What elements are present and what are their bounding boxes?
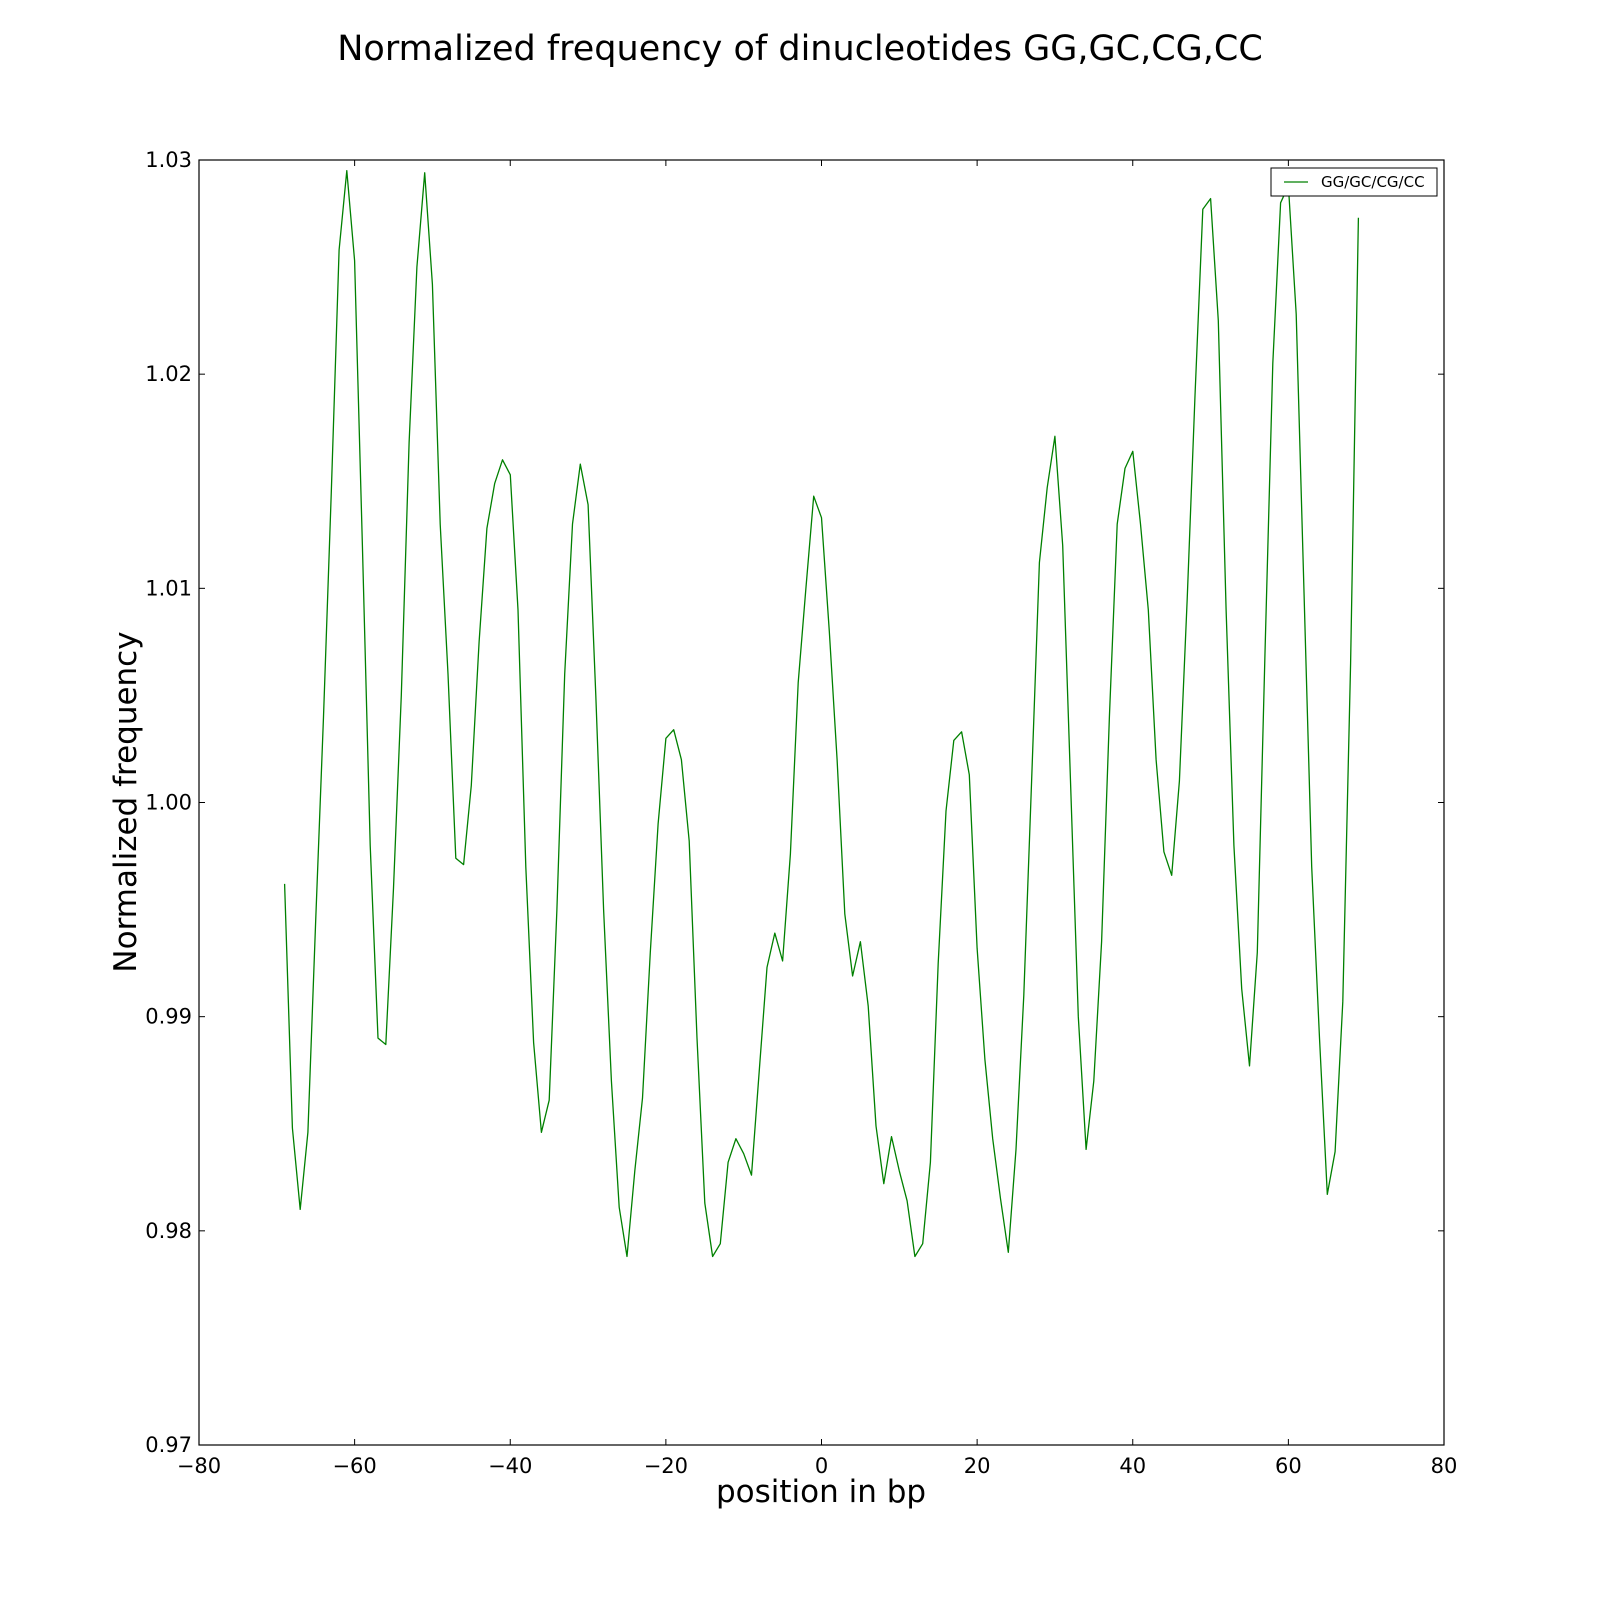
x-axis-label: position in bp xyxy=(716,1474,926,1510)
x-tick-label: −60 xyxy=(332,1454,376,1478)
y-tick-label: 0.98 xyxy=(145,1219,192,1243)
series-line xyxy=(283,170,1360,1258)
x-tick-label: 20 xyxy=(964,1454,991,1478)
y-axis-label: Normalized frequency xyxy=(108,631,144,972)
x-axis-ticks: −80 −60 −40 −20 0 20 40 60 80 xyxy=(177,160,1458,1478)
plot-area-frame xyxy=(198,159,1445,1446)
legend-box xyxy=(1270,167,1438,197)
x-tick-label: −20 xyxy=(644,1454,688,1478)
x-tick-label: −80 xyxy=(177,1454,221,1478)
series-layer xyxy=(283,170,1360,1258)
x-tick-label: 0 xyxy=(815,1454,828,1478)
chart-title: Normalized frequency of dinucleotides GG… xyxy=(337,29,1263,69)
y-tick-label: 0.97 xyxy=(145,1433,192,1457)
x-tick-label: 40 xyxy=(1119,1454,1146,1478)
x-tick-label: 60 xyxy=(1275,1454,1302,1478)
y-tick-label: 1.01 xyxy=(145,576,192,600)
y-tick-label: 0.99 xyxy=(145,1005,192,1029)
y-tick-label: 1.03 xyxy=(145,148,192,172)
legend: GG/GC/CG/CC xyxy=(1270,167,1438,197)
x-tick-label: 80 xyxy=(1431,1454,1458,1478)
x-tick-label: −40 xyxy=(488,1454,532,1478)
y-tick-label: 1.00 xyxy=(145,791,192,815)
y-axis-ticks: 0.97 0.98 0.99 1.00 1.01 1.02 1.03 xyxy=(145,148,1444,1457)
y-tick-label: 1.02 xyxy=(145,362,192,386)
legend-label: GG/GC/CG/CC xyxy=(1321,173,1425,191)
